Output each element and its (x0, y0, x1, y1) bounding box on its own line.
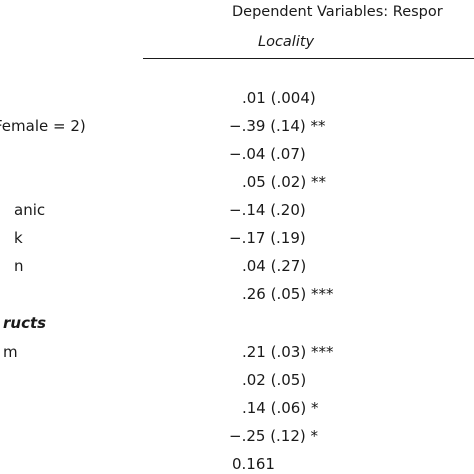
locality-column-header: Locality (258, 34, 315, 50)
row-value: −.14 (.20) (229, 201, 306, 219)
row-value: .14 (.06) * (242, 399, 319, 417)
row-label: n (14, 257, 24, 275)
row-label: m (3, 343, 18, 361)
row-value: .05 (.02) ** (242, 173, 326, 191)
section-heading: ructs (3, 314, 47, 332)
row-value: .02 (.05) (242, 371, 307, 389)
row-value: 0.161 (232, 455, 275, 473)
row-label: anic (14, 201, 46, 219)
header-rule (143, 58, 474, 59)
row-value: .26 (.05) *** (242, 285, 334, 303)
row-label: Female = 2) (0, 117, 86, 135)
row-value: −.04 (.07) (229, 145, 306, 163)
row-value: .01 (.004) (242, 89, 316, 107)
dependent-variables-header: Dependent Variables: Respor (232, 4, 443, 20)
row-label: k (14, 229, 23, 247)
row-value: .21 (.03) *** (242, 343, 334, 361)
row-value: −.25 (.12) * (229, 427, 319, 445)
row-value: −.39 (.14) ** (229, 117, 326, 135)
row-value: .04 (.27) (242, 257, 307, 275)
row-value: −.17 (.19) (229, 229, 306, 247)
